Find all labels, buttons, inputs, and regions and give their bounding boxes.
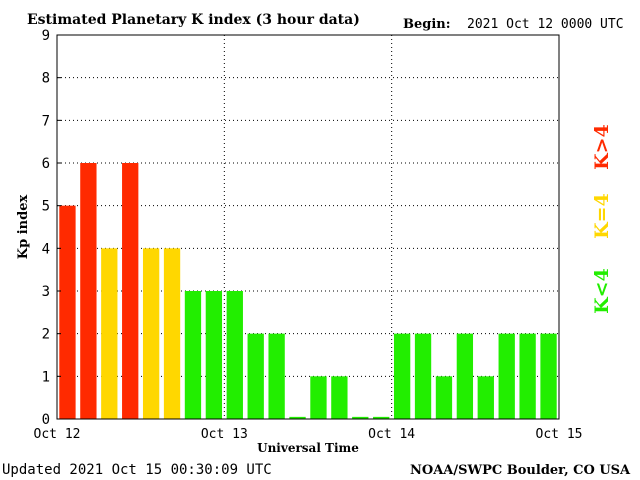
kp-bar	[122, 163, 139, 419]
x-tick-labels: Oct 12 Oct 13 Oct 14 Oct 15	[34, 427, 583, 442]
y-tick-label: 9	[42, 28, 50, 44]
y-tick-label: 6	[42, 156, 50, 172]
x-tick-label: Oct 15	[536, 427, 583, 442]
kp-bar	[59, 205, 76, 419]
begin-label: Begin:	[403, 17, 451, 32]
y-tick-label: 7	[42, 113, 50, 129]
kp-bar	[205, 291, 223, 419]
y-tick-label: 8	[42, 71, 50, 87]
x-tick-label: Oct 14	[368, 427, 415, 442]
kp-bar	[519, 333, 536, 419]
kp-bar	[184, 291, 202, 419]
grid	[57, 35, 559, 419]
kp-bar	[414, 333, 432, 419]
y-tick-label: 1	[42, 369, 50, 385]
x-tick-label: Oct 12	[34, 427, 81, 442]
y-tick-label: 3	[42, 284, 50, 300]
y-tick-label: 0	[42, 412, 50, 428]
kp-bar	[247, 333, 264, 419]
legend-low: K<4	[591, 268, 613, 314]
kp-bar	[393, 333, 411, 419]
y-tick-label: 5	[42, 199, 50, 215]
x-axis-label: Universal Time	[257, 441, 359, 455]
kp-bar	[331, 376, 348, 419]
kp-bar	[435, 376, 453, 419]
kp-bar	[226, 291, 243, 419]
x-tick-label: Oct 13	[201, 427, 248, 442]
kp-bar	[540, 333, 557, 419]
plot-frame	[56, 34, 560, 420]
y-tick-label: 4	[42, 241, 50, 257]
kp-bar	[352, 416, 369, 419]
kp-bar	[477, 376, 494, 419]
kp-bar	[268, 333, 285, 419]
updated-timestamp: Updated 2021 Oct 15 00:30:09 UTC	[2, 462, 272, 478]
kp-bar	[373, 416, 390, 419]
kp-bar	[163, 248, 181, 419]
kp-bar	[80, 163, 97, 419]
kp-bar	[498, 333, 515, 419]
kp-bar	[310, 376, 327, 419]
chart-title: Estimated Planetary K index (3 hour data…	[27, 12, 360, 28]
legend-equal: K=4	[591, 193, 613, 239]
begin-value: 2021 Oct 12 0000 UTC	[467, 17, 624, 32]
bar-group	[59, 163, 557, 419]
y-axis-label: Kp index	[16, 195, 31, 260]
kp-bar	[289, 416, 306, 419]
source-credit: NOAA/SWPC Boulder, CO USA	[410, 463, 631, 478]
y-tick-labels: 0 1 2 3 4 5 6 7 8 9	[42, 28, 61, 428]
legend-high: K>4	[591, 124, 613, 170]
kp-bar	[456, 333, 474, 419]
kp-bar	[142, 248, 160, 419]
kp-bar	[101, 248, 118, 419]
y-tick-label: 2	[42, 327, 50, 343]
